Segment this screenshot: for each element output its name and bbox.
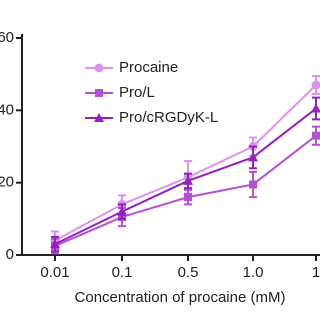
point: [311, 80, 320, 90]
x-tick-label: 0.01: [40, 264, 69, 281]
point: [311, 103, 320, 113]
point: [95, 89, 103, 97]
y-tick-label: 40: [0, 101, 14, 118]
legend-label: Pro/cRGDyK-L: [119, 109, 218, 126]
x-tick-label: 1.0: [243, 264, 264, 281]
point: [183, 175, 193, 185]
x-tick-label: 1: [312, 264, 320, 281]
point: [117, 206, 127, 216]
point: [184, 193, 192, 202]
legend-label: Pro/L: [119, 84, 155, 101]
point: [249, 180, 257, 189]
point: [312, 131, 320, 140]
x-axis-label: Concentration of procaine (mM): [75, 289, 286, 306]
point: [248, 152, 258, 162]
point: [94, 63, 104, 73]
y-tick-label: 20: [0, 174, 14, 191]
point: [94, 113, 104, 122]
x-tick-label: 0.5: [178, 264, 199, 281]
x-tick-label: 0.1: [112, 264, 133, 281]
legend-label: Procaine: [119, 59, 178, 76]
y-tick-label: 0: [6, 246, 14, 263]
y-tick-label: 60: [0, 29, 14, 46]
point: [50, 239, 60, 249]
